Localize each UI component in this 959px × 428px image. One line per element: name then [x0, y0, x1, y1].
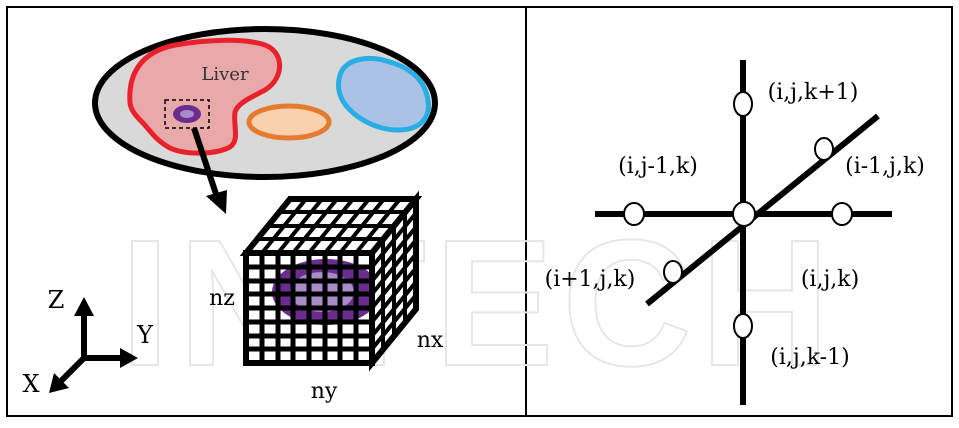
label-upper-left: (i,j-1,k)	[618, 154, 698, 179]
diagonal-axis-line	[645, 113, 880, 307]
x-axis-arrowhead	[49, 373, 69, 393]
label-bottom: (i,j,k-1)	[770, 345, 849, 370]
blue-organ-shape	[335, 55, 431, 133]
node-left	[623, 202, 645, 226]
zoom-arrowhead	[206, 190, 227, 214]
node-upper-diagonal	[814, 137, 834, 161]
zoom-arrow-line	[191, 127, 221, 201]
watermark: INTECH	[120, 203, 838, 404]
y-axis-label: Y	[136, 321, 154, 349]
node-lower-diagonal	[663, 260, 683, 284]
right-panel-stencil: (i,j,k+1) (i,j-1,k) (i-1,j,k) (i+1,j,k) …	[545, 60, 925, 405]
selection-box	[164, 99, 210, 129]
dim-label-nz: nz	[209, 286, 235, 311]
label-lower-right: (i,j,k)	[801, 267, 859, 292]
z-axis-label: Z	[48, 286, 65, 314]
label-lower-left: (i+1,j,k)	[545, 267, 636, 292]
node-right	[831, 202, 853, 226]
tumor-small-core	[180, 110, 194, 118]
dim-label-ny: ny	[311, 379, 338, 404]
dim-label-nx: nx	[417, 328, 444, 353]
grid-cube	[239, 190, 423, 372]
cube-front-outline	[243, 250, 375, 366]
node-center	[732, 201, 756, 227]
label-top: (i,j,k+1)	[768, 80, 859, 105]
liver-label: Liver	[201, 64, 249, 85]
y-axis-arrowhead	[120, 348, 138, 368]
label-upper-right: (i-1,j,k)	[845, 154, 925, 179]
node-top	[733, 91, 753, 117]
orange-organ-shape	[246, 103, 332, 141]
liver-shape	[127, 37, 283, 156]
cube-front-grid	[246, 253, 372, 363]
figure-frame	[6, 6, 953, 417]
z-axis-arrowhead	[74, 297, 94, 316]
left-panel: Liver	[22, 26, 444, 404]
x-axis-line	[55, 353, 89, 387]
node-bottom	[733, 313, 753, 339]
cube-right-grid	[370, 211, 418, 351]
x-axis-label: X	[22, 370, 39, 398]
cube-top-grid	[257, 197, 405, 255]
axes-triad: Z Y X	[22, 286, 154, 398]
